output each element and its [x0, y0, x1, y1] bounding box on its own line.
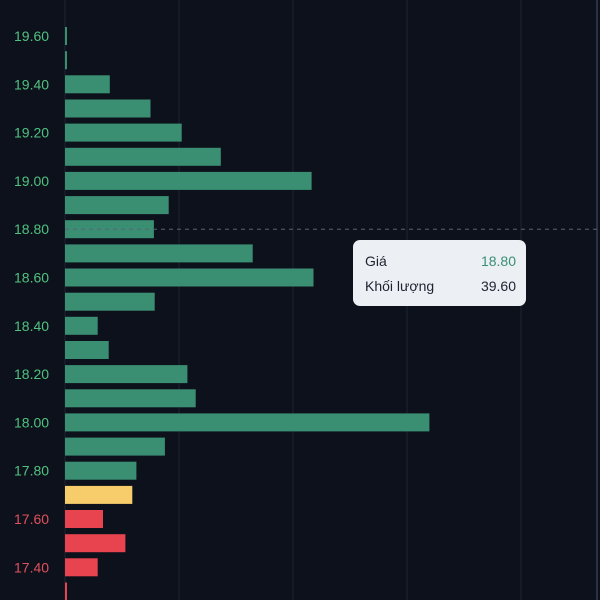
volume-bar[interactable]: [65, 51, 67, 70]
volume-bar[interactable]: [65, 171, 312, 190]
volume-bar[interactable]: [65, 413, 430, 432]
volume-bar[interactable]: [65, 268, 314, 287]
bars: [65, 27, 430, 600]
y-tick-label: 18.00: [14, 414, 49, 430]
volume-bar[interactable]: [65, 365, 188, 384]
y-tick-label: 19.60: [14, 28, 49, 44]
y-tick-label: 19.20: [14, 125, 49, 141]
volume-bar[interactable]: [65, 485, 133, 504]
y-tick-label: 17.60: [14, 511, 49, 527]
volume-bar[interactable]: [65, 510, 103, 528]
volume-bar[interactable]: [65, 244, 253, 263]
volume-bar[interactable]: [65, 558, 98, 577]
y-tick-label: 18.40: [14, 318, 49, 334]
tooltip-volume-label: Khối lượng: [365, 277, 435, 294]
volume-bar[interactable]: [65, 123, 182, 142]
y-tick-label: 17.40: [14, 559, 49, 575]
volume-bar[interactable]: [65, 582, 67, 600]
y-tick-label: 18.60: [14, 270, 49, 286]
volume-bar[interactable]: [65, 292, 155, 311]
price-tooltip: Giá 18.80 Khối lượng 39.60: [353, 240, 526, 306]
volume-bar[interactable]: [65, 341, 109, 359]
volume-bar[interactable]: [65, 437, 165, 456]
volume-bar[interactable]: [65, 461, 137, 480]
volume-bar[interactable]: [65, 196, 169, 215]
tooltip-volume-value: 39.60: [480, 277, 516, 294]
volume-bar[interactable]: [65, 220, 154, 239]
y-tick-label: 18.20: [14, 366, 49, 382]
tooltip-price-row: Giá 18.80: [365, 248, 516, 273]
y-tick-label: 18.80: [14, 221, 49, 237]
y-tick-label: 19.00: [14, 173, 49, 189]
volume-bar[interactable]: [65, 534, 126, 553]
volume-bar[interactable]: [65, 147, 221, 166]
volume-bar[interactable]: [65, 389, 196, 408]
tooltip-price-value: 18.80: [480, 252, 516, 269]
y-tick-label: 19.40: [14, 76, 49, 92]
volume-bar[interactable]: [65, 316, 98, 335]
volume-bar[interactable]: [65, 99, 151, 118]
y-tick-label: 17.80: [14, 463, 49, 479]
volume-bar[interactable]: [65, 75, 110, 94]
volume-bar[interactable]: [65, 27, 67, 45]
tooltip-price-label: Giá: [365, 252, 387, 269]
y-axis-labels: 19.60 19.40 19.20 19.00 18.80 18.60 18.40 18.20…: [14, 28, 49, 575]
tooltip-volume-row: Khối lượng 39.60: [365, 273, 516, 298]
